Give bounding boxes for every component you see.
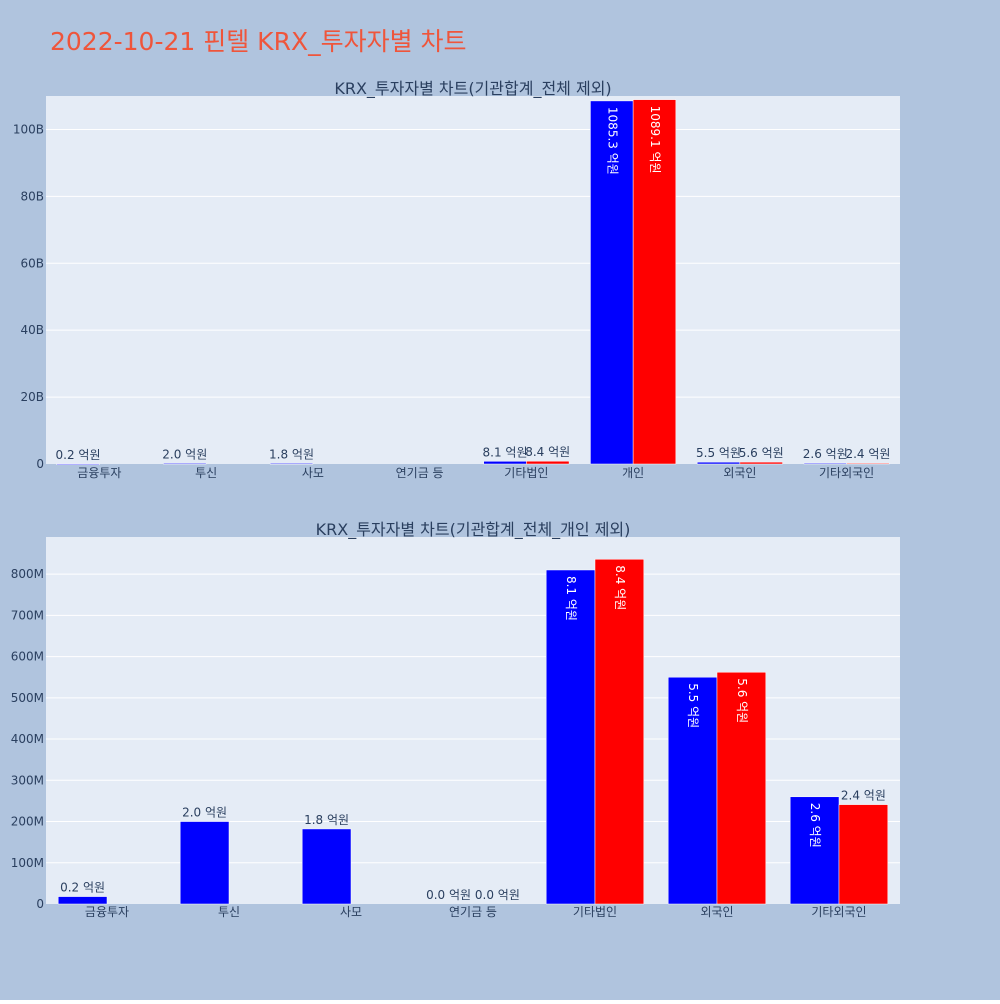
plot-area [46,96,900,464]
data-label: 1089.1 억원 [648,106,662,174]
bar [803,462,847,465]
x-tick-label: 투신 [218,905,240,919]
y-tick-label: 300M [11,773,44,787]
x-tick-label: 기타외국인 [819,466,874,480]
data-label: 5.5 억원 [686,683,700,728]
chart-1: 0 20B 40B 60B 80B 100B KRX_투자자별 차트(기관합계_전체 제외)… [13,79,900,480]
data-label: 0.2 억원 [60,881,105,895]
y-tick-label: 100B [13,122,44,136]
bar [526,460,570,465]
y-tick-label: 600M [11,650,44,664]
x-tick-label: 외국인 [723,466,756,480]
data-label: 2.4 억원 [841,789,886,803]
x-tick-label: 사모 [340,905,362,919]
data-label: 8.1 억원 [483,445,528,459]
bar [739,461,783,465]
charts-layer: 0 20B 40B 60B 80B 100B KRX_투자자별 차트(기관합계_전체 제외)… [11,79,900,919]
data-label: 8.4 억원 [525,445,570,459]
y-tick-label: 400M [11,732,44,746]
bar [56,463,100,465]
bar [838,804,889,905]
data-label: 5.6 억원 [735,678,749,723]
bar [716,672,767,905]
bar [696,461,741,465]
bar [483,461,527,465]
bar [301,828,352,905]
x-tick-label: 외국인 [700,905,733,919]
y-tick-label: 60B [20,256,44,270]
data-label: 0.0 억원 [475,888,520,902]
y-tick-label: 100M [11,856,44,870]
page-title: 2022-10-21 핀텔 KRX_투자자별 차트 [50,27,467,56]
data-label: 2.6 억원 [803,447,848,461]
bar [179,821,230,905]
y-tick-label: 0 [36,457,44,471]
data-label: 2.4 억원 [845,447,890,461]
y-tick-label: 40B [20,323,44,337]
y-tick-label: 200M [11,815,44,829]
data-label: 8.1 억원 [564,576,578,621]
y-tick-label: 800M [11,567,44,581]
y-tick-label: 80B [20,189,44,203]
x-tick-label: 연기금 등 [449,905,497,919]
x-tick-label: 투신 [195,466,217,480]
x-tick-label: 연기금 등 [396,466,444,480]
bar [789,796,840,905]
data-label: 1085.3 억원 [605,107,619,175]
bar [269,463,314,465]
bar [57,896,108,905]
x-tick-label: 기타외국인 [811,905,866,919]
bar [163,463,207,465]
y-tick-label: 700M [11,608,44,622]
data-label: 0.2 억원 [56,448,101,462]
y-tick-label: 500M [11,691,44,705]
bar [545,569,596,905]
x-tick-label: 사모 [302,466,324,480]
chart-title: KRX_투자자별 차트(기관합계_전체 제외) [334,79,611,99]
data-label: 5.5 억원 [696,446,741,460]
data-label: 0.0 억원 [426,888,471,902]
plot-area [46,537,900,904]
bar [667,676,718,905]
data-label: 8.4 억원 [613,565,627,610]
bar [594,559,645,905]
data-label: 2.0 억원 [162,447,207,461]
chart-title: KRX_투자자별 차트(기관합계_전체_개인 제외) [316,520,631,540]
bar [632,99,677,465]
y-tick-label: 20B [20,390,44,404]
data-label: 1.8 억원 [304,813,349,827]
data-label: 1.8 억원 [269,447,314,461]
x-tick-label: 금융투자 [85,905,129,919]
x-tick-label: 기타법인 [504,466,548,480]
x-tick-label: 개인 [622,466,644,480]
x-tick-label: 금융투자 [77,466,121,480]
x-tick-label: 기타법인 [573,905,617,919]
y-tick-label: 0 [36,897,44,911]
chart-2: 0 100M 200M 300M 400M 500M 600M 700M 800M KRX_투자자… [11,520,900,919]
data-label: 2.0 억원 [182,806,227,820]
data-label: 5.6 억원 [739,446,784,460]
data-label: 2.6 억원 [808,803,822,848]
bar [590,100,634,465]
bar [846,462,890,465]
